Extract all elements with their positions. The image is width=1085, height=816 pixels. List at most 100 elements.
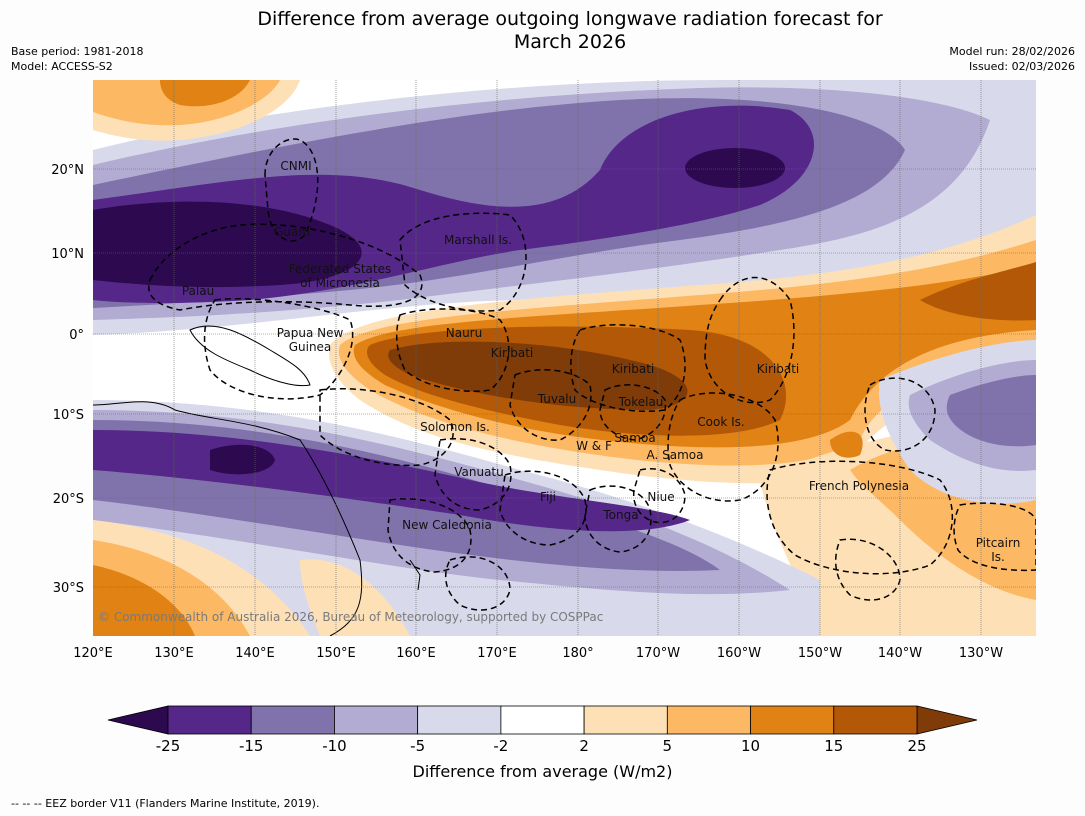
colorbar-swatch [666, 705, 751, 735]
region-label-fsm: Federated States of Micronesia [289, 262, 391, 290]
region-label-line: W & F [576, 439, 612, 453]
copyright-note: © Commonwealth of Australia 2026, Bureau… [98, 610, 603, 624]
region-label-line: Nauru [446, 326, 482, 340]
region-label-solomon: Solomon Is. [420, 420, 490, 434]
region-label-tonga: Tonga [602, 508, 638, 522]
region-label-line: French Polynesia [809, 479, 909, 493]
north-core-extreme [685, 148, 785, 188]
eez-vanuatu [434, 438, 512, 511]
nw-enhanced-strong [160, 80, 250, 107]
y-tick-label: 20°S [53, 492, 84, 507]
region-label-fiji: Fiji [540, 490, 556, 504]
x-tick-label: 160°E [396, 646, 436, 661]
colorbar-swatch [500, 705, 585, 735]
south-enhanced-patch [300, 559, 410, 636]
north-band-extreme [93, 201, 362, 288]
gridlines [93, 80, 1036, 636]
colorbar-swatch [583, 705, 668, 735]
eez-cnmi [264, 138, 319, 242]
region-label-line: A. Samoa [647, 448, 704, 462]
y-axis: 20°N 10°N 0° 10°S 20°S 30°S [51, 163, 84, 596]
y-tick-label: 0° [69, 328, 84, 343]
region-label-cnmi: CNMI [280, 159, 311, 173]
colorbar-tick-label: -25 [156, 737, 181, 755]
region-label-line: Guam [274, 225, 310, 239]
eez-png [203, 297, 354, 400]
eez-kiribati-e [704, 276, 795, 404]
colorbar-swatch [417, 705, 502, 735]
region-label-wf: W & F [576, 439, 612, 453]
issued-date: Issued: 02/03/2026 [968, 60, 1075, 73]
eq-enhanced-extreme [388, 341, 688, 410]
x-tick-label: 140°W [878, 646, 922, 661]
colorbar-tick-label: 15 [824, 737, 843, 755]
x-tick-label: 170°E [477, 646, 517, 661]
model-run: Model run: 28/02/2026 [949, 45, 1075, 58]
x-tick-label: 160°W [717, 646, 761, 661]
se-enhanced-strong [830, 431, 863, 458]
colorbar-tick-label: 5 [663, 737, 673, 755]
chart-title: Difference from average outgoing longwav… [0, 8, 1085, 54]
region-label-asamoa: A. Samoa [647, 448, 704, 462]
colorbar: -25 -15 -10 -5 -2 2 5 10 15 25 [107, 705, 978, 755]
x-axis: 120°E 130°E 140°E 150°E 160°E 170°E 180° 170°W 1… [73, 646, 1003, 661]
y-tick-label: 20°N [51, 163, 84, 178]
colorbar-tick-label: -15 [239, 737, 264, 755]
region-label-line: Tonga [602, 508, 638, 522]
sw-enhanced-strong [93, 565, 195, 636]
south-band-extreme [210, 444, 275, 475]
x-tick-label: 170°W [636, 646, 680, 661]
region-label-png: Papua New Guinea [277, 326, 344, 354]
region-label-line: Is. [991, 550, 1005, 564]
region-labels: CNMI Guam Marshall Is. Federated States of M… [182, 159, 1020, 564]
y-tick-label: 10°S [53, 408, 84, 423]
eez-frpoly-south [834, 538, 901, 601]
region-label-line: Solomon Is. [420, 420, 490, 434]
x-tick-label: 150°E [316, 646, 356, 661]
region-label-samoa: Samoa [614, 431, 655, 445]
eez-niue [632, 468, 686, 524]
australia-outline [93, 401, 363, 636]
colorbar-swatch [250, 705, 335, 735]
region-label-line: Pitcairn [976, 536, 1021, 550]
region-label-vanuatu: Vanuatu [454, 465, 504, 479]
region-label-kiribati_e: Kiribati [757, 362, 799, 376]
region-label-line: Tuvalu [537, 392, 577, 406]
eez-footnote: -- -- -- EEZ border V11 (Flanders Marine… [11, 797, 320, 810]
colorbar-arrow-left [107, 705, 169, 735]
colorbar-tick-label: -2 [493, 737, 508, 755]
model-name: Model: ACCESS-S2 [11, 60, 113, 73]
region-label-newcal: New Caledonia [402, 518, 492, 532]
colorbar-tick-label: -10 [322, 737, 347, 755]
region-label-line: Kiribati [757, 362, 799, 376]
colorbar-label: Difference from average (W/m2) [412, 762, 673, 781]
eez-marshall [399, 212, 527, 312]
region-label-line: Papua New [277, 326, 344, 340]
eez-solomon [319, 388, 454, 467]
x-tick-label: 180° [562, 646, 593, 661]
eez-kiribati-w [395, 308, 510, 393]
region-label-line: Federated States [289, 262, 391, 276]
new-guinea-outline [189, 325, 311, 387]
eez-cook [667, 392, 779, 502]
colorbar-tick-label: 10 [741, 737, 760, 755]
region-label-line: New Caledonia [402, 518, 492, 532]
region-label-line: Guinea [289, 340, 332, 354]
region-label-guam: Guam [274, 225, 310, 239]
region-label-tokelau: Tokelau [618, 395, 664, 409]
region-label-line: of Micronesia [300, 276, 380, 290]
base-period: Base period: 1981-2018 [11, 45, 144, 58]
region-label-kiribati_c: Kiribati [612, 362, 654, 376]
eez-tuvalu [509, 369, 592, 441]
colorbar-swatch [833, 705, 918, 735]
x-tick-label: 130°E [154, 646, 194, 661]
eez-tokelau [599, 384, 667, 441]
region-label-tuvalu: Tuvalu [537, 392, 577, 406]
anomaly-field [93, 80, 1036, 636]
eq-enhanced-east [920, 262, 1036, 321]
y-tick-label: 10°N [51, 247, 84, 262]
eez-pitcairn [953, 502, 1036, 572]
colorbar-tick-label: -5 [410, 737, 425, 755]
region-label-line: Kiribati [491, 346, 533, 360]
